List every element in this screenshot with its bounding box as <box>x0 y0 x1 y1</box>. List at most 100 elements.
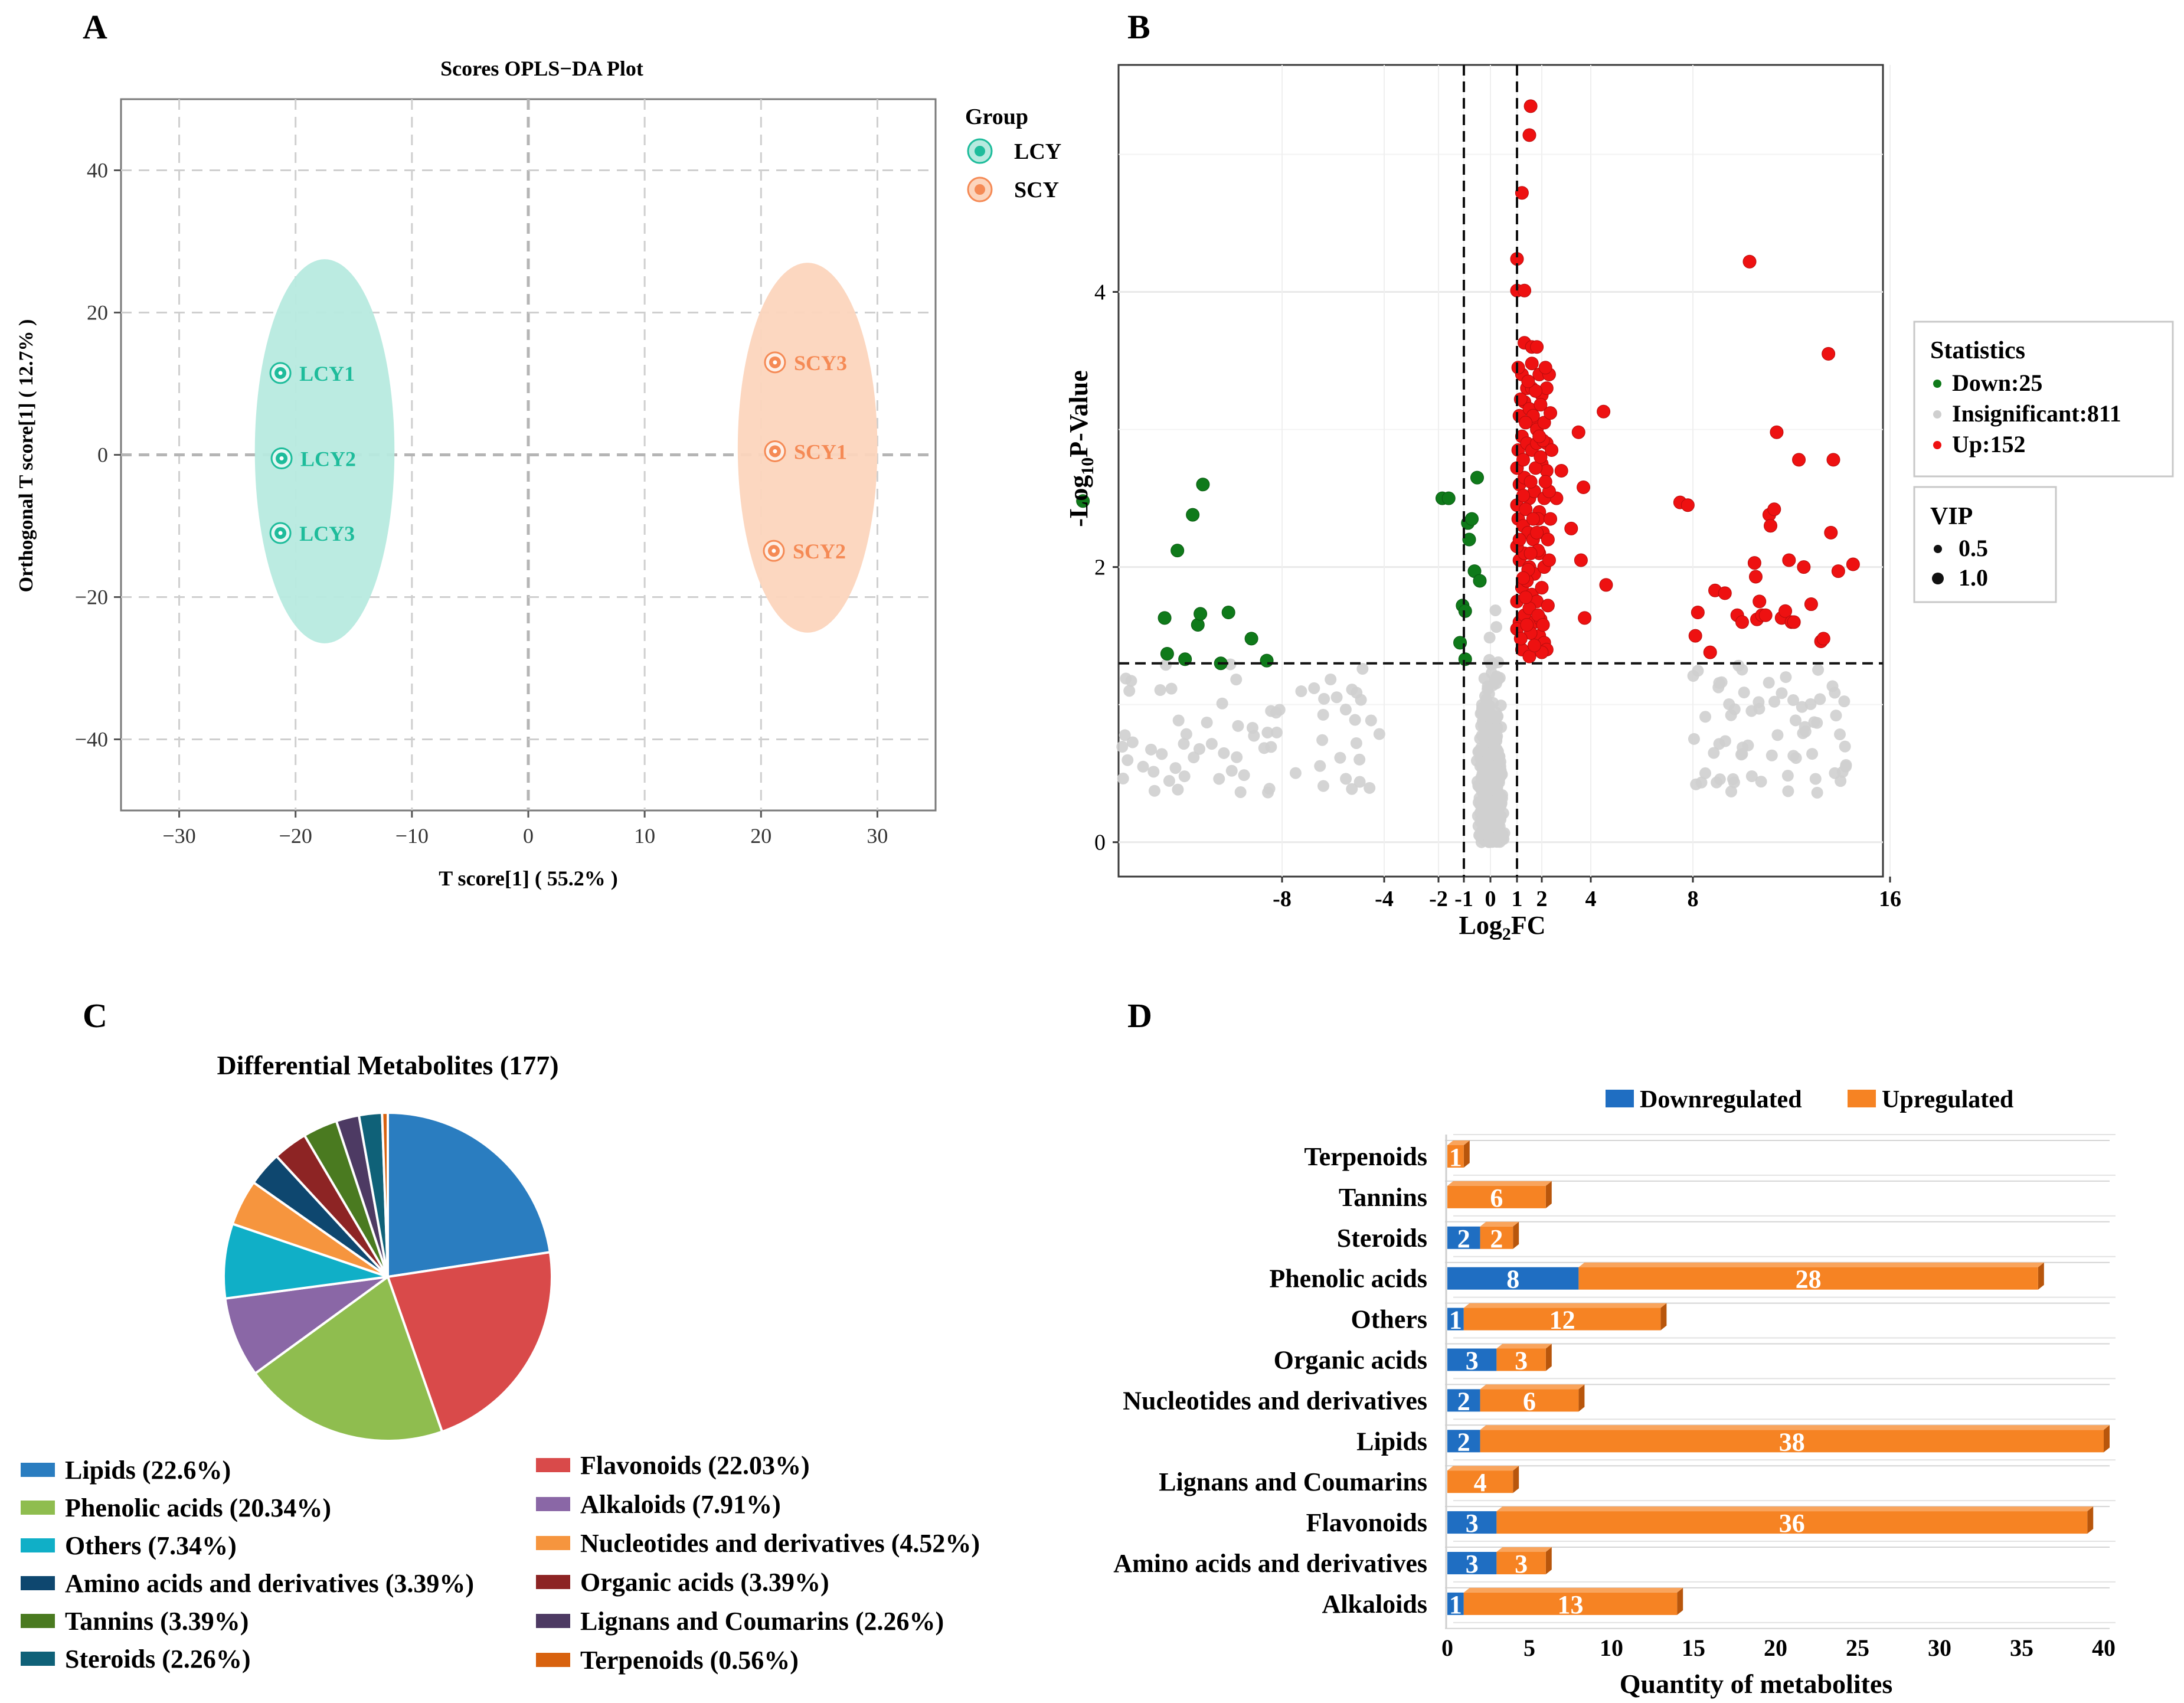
up-point <box>1522 128 1536 142</box>
x-tick-label: −30 <box>162 824 195 848</box>
statistics-legend-title: Statistics <box>1930 337 2025 364</box>
insignificant-point <box>1263 783 1276 795</box>
insignificant-point <box>1840 759 1852 771</box>
legend-label: Alkaloids (7.91%) <box>580 1490 781 1519</box>
bar-upregulated <box>1496 1348 1546 1371</box>
up-point <box>1691 606 1705 620</box>
score-point-label: LCY1 <box>299 362 355 385</box>
up-point <box>1718 586 1732 600</box>
insignificant-point <box>1126 736 1139 748</box>
up-point <box>1511 361 1525 375</box>
y-tick-label: 4 <box>1094 280 1106 305</box>
legend-swatch-upregulated <box>1848 1090 1876 1107</box>
up-point <box>1544 512 1558 526</box>
up-point <box>1516 488 1530 502</box>
insignificant-point <box>1119 729 1131 741</box>
legend-swatch-downregulated <box>1606 1090 1634 1107</box>
up-point <box>1526 512 1540 526</box>
category-label: Alkaloids <box>1322 1590 1427 1619</box>
up-point <box>1680 498 1695 512</box>
insignificant-point <box>1318 692 1330 705</box>
differential-metabolites-pie: Differential Metabolites (177) Lipids (2… <box>21 1050 980 1675</box>
chart-a-x-ticks: −30 −20 −10 0 10 20 30 <box>162 810 888 848</box>
up-point <box>1787 615 1801 629</box>
insignificant-point <box>1178 770 1191 783</box>
insignificant-point <box>1495 699 1507 712</box>
bar-label-downregulated: 1 <box>1449 1590 1462 1619</box>
chart-d-x-axis-label: Quantity of metabolites <box>1620 1669 1893 1699</box>
up-point <box>1523 99 1538 113</box>
insignificant-point <box>1353 753 1366 766</box>
up-point <box>1792 453 1806 467</box>
bar-label-downregulated: 2 <box>1457 1427 1470 1456</box>
bar-label-upregulated: 3 <box>1515 1346 1528 1375</box>
up-point <box>1532 429 1547 443</box>
bar-label-upregulated: 3 <box>1515 1550 1528 1578</box>
up-point <box>1538 475 1552 489</box>
pie-slice <box>224 1276 389 1375</box>
panel-label-c: C <box>83 996 107 1035</box>
insignificant-point <box>1736 663 1748 676</box>
up-point <box>1544 406 1558 420</box>
up-point <box>1534 450 1548 464</box>
insignificant-point <box>1699 767 1712 779</box>
up-point <box>1747 556 1761 570</box>
bar-upregulated <box>1578 1267 2038 1290</box>
insignificant-point <box>1763 676 1775 689</box>
bar-downregulated <box>1447 1308 1464 1331</box>
up-point <box>1518 283 1532 298</box>
x-tick-label: -1 <box>1454 887 1473 911</box>
insignificant-point <box>1201 716 1213 728</box>
legend-label: Others (7.34%) <box>65 1531 237 1560</box>
bar-downregulated <box>1447 1592 1464 1615</box>
up-point <box>1688 629 1702 643</box>
insignificant-point <box>1486 800 1499 813</box>
bar-label-upregulated: 28 <box>1796 1265 1822 1294</box>
up-point <box>1519 502 1533 517</box>
insignificant-point <box>1692 665 1704 677</box>
bar-downregulated <box>1447 1389 1480 1412</box>
insignificant-point <box>1265 741 1277 753</box>
x-tick-label: 1 <box>1512 887 1523 911</box>
chart-b-y-ticks: 0 2 4 <box>1094 280 1119 855</box>
insignificant-point <box>1125 675 1137 687</box>
insignificant-point <box>1808 716 1820 728</box>
up-point <box>1824 525 1838 540</box>
bar-top-upregulated <box>1447 1466 1519 1471</box>
panel-label-a: A <box>83 8 107 46</box>
insignificant-point <box>1224 658 1237 671</box>
chart-b-threshold-lines <box>1119 65 1883 877</box>
bar-side-upregulated <box>1578 1384 1585 1412</box>
up-point <box>1767 502 1781 517</box>
up-point <box>1703 645 1717 659</box>
insignificant-point <box>1350 737 1362 749</box>
bar-side-upregulated <box>2038 1262 2044 1290</box>
bar-upregulated <box>1480 1430 2104 1453</box>
score-point-center <box>278 371 283 375</box>
insignificant-point <box>1373 728 1385 740</box>
insignificant-point <box>1232 720 1244 732</box>
legend-label: Flavonoids (22.03%) <box>580 1451 810 1480</box>
bar-side-upregulated <box>1545 1181 1552 1208</box>
vip-label: 0.5 <box>1959 535 1988 561</box>
insignificant-point <box>1480 768 1493 780</box>
insignificant-point <box>1727 773 1739 785</box>
insignificant-point <box>1147 766 1160 778</box>
insignificant-point <box>1117 772 1129 785</box>
y-tick-label: 0 <box>97 443 108 467</box>
insignificant-point <box>1213 773 1225 785</box>
category-label: Organic acids <box>1274 1346 1427 1375</box>
down-point <box>1196 478 1210 492</box>
x-tick-label: 20 <box>750 824 771 848</box>
insignificant-point <box>1346 783 1358 795</box>
insignificant-point <box>1713 676 1725 689</box>
insignificant-point <box>1812 663 1825 676</box>
insignificant-point <box>1745 705 1758 717</box>
statistics-marker-up <box>1933 441 1941 449</box>
legend-swatch <box>21 1652 55 1666</box>
bar-side-upregulated <box>1677 1587 1683 1615</box>
bar-upregulated <box>1496 1552 1546 1574</box>
score-point-center <box>279 456 284 461</box>
legend-label-scy: SCY <box>1014 178 1059 202</box>
insignificant-point <box>1829 767 1841 779</box>
